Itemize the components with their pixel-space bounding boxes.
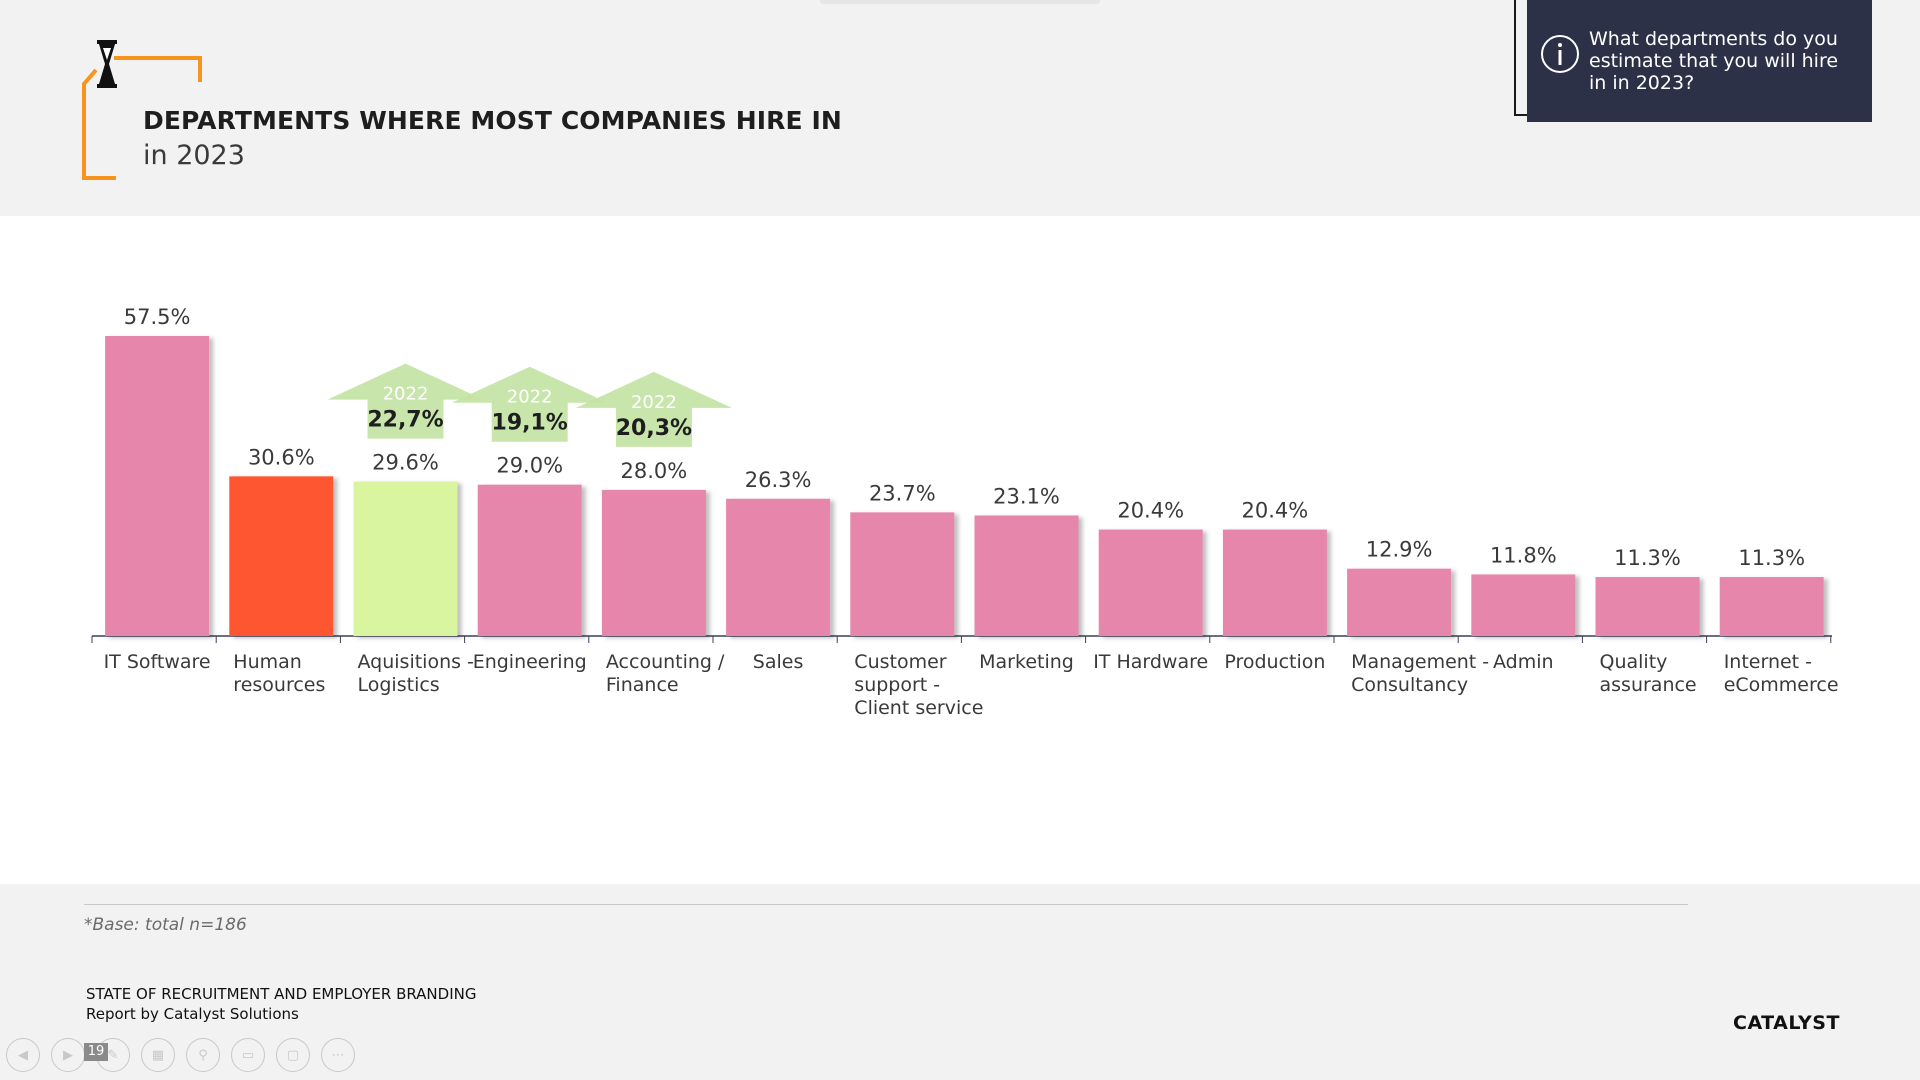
comparison-year: 2022 xyxy=(631,392,677,413)
question-info-box xyxy=(1527,0,1872,122)
category-label: Customer xyxy=(854,651,946,673)
comparison-year: 2022 xyxy=(507,387,553,408)
presentation-toolbar: ◀ ▶ ✎ ▦ ⚲ ▭ ▢ ⋯ xyxy=(6,1038,355,1074)
report-title: STATE OF RECRUITMENT AND EMPLOYER BRANDI… xyxy=(86,985,477,1003)
data-label: 30.6% xyxy=(248,445,315,469)
bar xyxy=(353,481,458,636)
page-number: 19 xyxy=(84,1043,108,1061)
bar xyxy=(974,515,1079,636)
data-label: 29.0% xyxy=(496,454,563,478)
category-label: Client service xyxy=(854,697,983,719)
question-text: What departments do you estimate that yo… xyxy=(1589,28,1839,94)
category-label: Human xyxy=(233,651,302,673)
data-label: 12.9% xyxy=(1366,538,1433,562)
bar xyxy=(229,476,334,636)
page-subtitle: in 2023 xyxy=(143,140,245,171)
data-label: 11.3% xyxy=(1738,546,1805,570)
category-label: Admin xyxy=(1493,651,1554,673)
bar xyxy=(105,336,210,636)
category-label: Logistics xyxy=(358,674,440,696)
comparison-arrow xyxy=(451,366,608,442)
data-label: 20.4% xyxy=(1117,499,1184,523)
category-label: Finance xyxy=(606,674,679,696)
orange-bracket-decoration xyxy=(82,56,202,180)
category-label: IT Hardware xyxy=(1093,651,1208,673)
data-label: 11.3% xyxy=(1614,546,1681,570)
category-label: Accounting / xyxy=(606,651,725,673)
data-label: 20.4% xyxy=(1242,499,1309,523)
category-label: assurance xyxy=(1600,674,1697,696)
page-title: DEPARTMENTS WHERE MOST COMPANIES HIRE IN xyxy=(143,106,842,135)
comparison-year: 2022 xyxy=(383,384,429,405)
subtitles-icon[interactable]: ▭ xyxy=(231,1038,265,1072)
category-label: eCommerce xyxy=(1724,674,1839,696)
bar xyxy=(726,498,831,636)
footer-divider xyxy=(84,904,1688,905)
category-label: support - xyxy=(854,674,940,696)
bar xyxy=(1347,568,1452,636)
category-label: Engineering xyxy=(473,651,587,673)
video-off-icon[interactable]: ▢ xyxy=(276,1038,310,1072)
comparison-arrow xyxy=(327,363,484,439)
bar xyxy=(850,512,955,636)
next-icon[interactable]: ▶ xyxy=(51,1038,85,1072)
category-label: Aquisitions - xyxy=(358,651,474,673)
comparison-value: 19,1% xyxy=(492,411,568,436)
category-label: Production xyxy=(1224,651,1325,673)
bar xyxy=(1098,529,1203,636)
data-label: 26.3% xyxy=(745,468,812,492)
category-label: Quality xyxy=(1600,651,1668,673)
zoom-icon[interactable]: ⚲ xyxy=(186,1038,220,1072)
category-label: Sales xyxy=(753,651,804,673)
catalyst-logo: CATALYST xyxy=(1733,1012,1840,1034)
footer-band xyxy=(0,884,1920,1080)
base-note: *Base: total n=186 xyxy=(84,915,247,935)
category-label: Consultancy xyxy=(1351,674,1468,696)
report-subtitle: Report by Catalyst Solutions xyxy=(86,1005,299,1023)
data-label: 23.7% xyxy=(869,481,936,505)
prev-icon[interactable]: ◀ xyxy=(6,1038,40,1072)
data-label: 11.8% xyxy=(1490,543,1557,567)
bar xyxy=(1222,529,1327,636)
bar xyxy=(1719,577,1824,636)
category-label: Marketing xyxy=(979,651,1074,673)
data-label: 29.6% xyxy=(372,451,439,475)
category-label: Internet - xyxy=(1724,651,1812,673)
category-label: resources xyxy=(233,674,325,696)
hourglass-icon xyxy=(97,40,117,88)
comparison-value: 22,7% xyxy=(367,408,443,433)
info-icon xyxy=(1541,35,1579,73)
bar xyxy=(1595,577,1700,636)
data-label: 23.1% xyxy=(993,484,1060,508)
bar xyxy=(477,484,582,636)
bar xyxy=(1471,574,1576,636)
more-icon[interactable]: ⋯ xyxy=(321,1038,355,1072)
category-label: Management - xyxy=(1351,651,1489,673)
data-label: 57.5% xyxy=(124,305,191,329)
category-label: IT Software xyxy=(104,651,211,673)
info-box-shadow xyxy=(1514,0,1528,116)
grid-icon[interactable]: ▦ xyxy=(141,1038,175,1072)
bar xyxy=(601,489,706,636)
data-label: 28.0% xyxy=(621,459,688,483)
top-tab xyxy=(820,0,1100,4)
comparison-arrow xyxy=(575,371,732,447)
comparison-value: 20,3% xyxy=(616,416,692,441)
